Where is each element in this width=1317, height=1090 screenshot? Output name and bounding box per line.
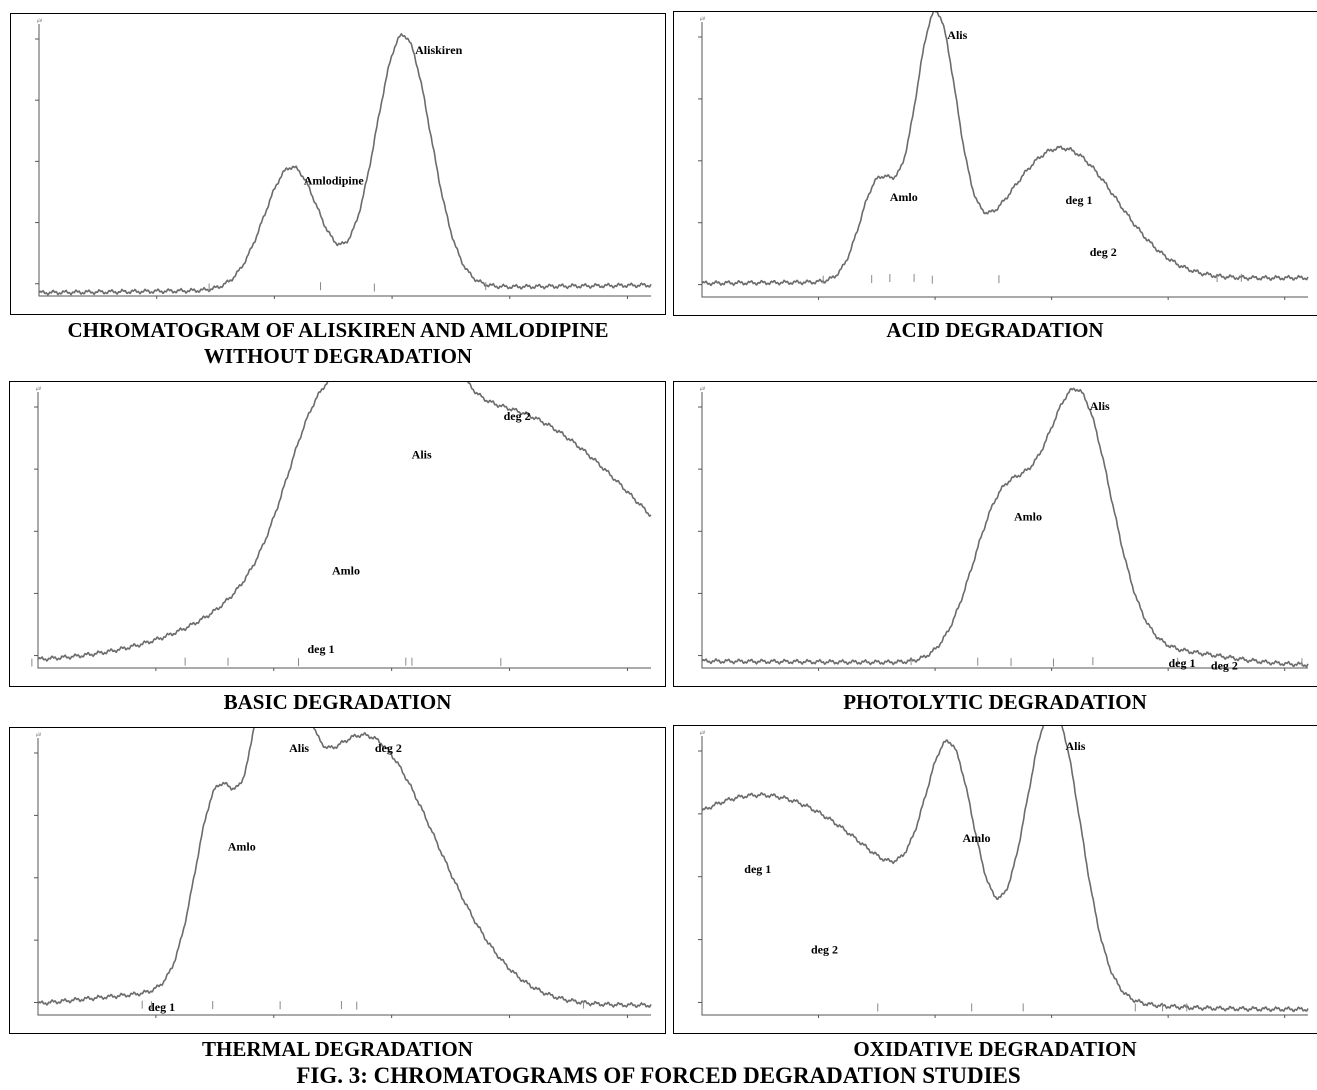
axis-lines (37, 392, 651, 669)
axis-lines (701, 736, 1308, 1016)
peak-label-deg-2: deg 2 (1090, 245, 1117, 259)
axis-lines (37, 738, 651, 1016)
chromatogram-oxidative-degradation: µV deg 1 deg 2 Amlo Alis (698, 726, 1309, 1018)
chromatogram-trace (701, 387, 1309, 668)
peak-label-deg-1: deg 1 (1169, 656, 1196, 670)
peak-label-deg-2: deg 2 (375, 741, 402, 755)
caption-line-1: BASIC DEGRADATION (223, 690, 452, 714)
y-axis-unit-label: µV (36, 732, 42, 737)
axis-lines (701, 22, 1308, 298)
y-axis-unit-label: µV (700, 730, 706, 735)
peak-label-deg-2: deg 2 (811, 943, 838, 957)
chromatogram-without-degradation: µV Amlodipine Aliskiren (35, 18, 652, 299)
chromatogram-trace (37, 728, 652, 1008)
peak-label-amlodipine: Amlodipine (304, 173, 365, 187)
y-axis-unit-label: µV (700, 16, 706, 21)
peak-label-amlo: Amlo (962, 831, 990, 845)
peak-label-deg-2: deg 2 (1211, 659, 1238, 673)
chromatogram-photolytic-degradation: µV Amlo Alis deg 1 deg 2 (698, 386, 1309, 673)
chromatogram-acid-degradation: µV Amlo Alis deg 1 deg 2 (698, 12, 1309, 300)
chromatogram-panel-acid: µV Amlo Alis deg 1 deg 2 (673, 11, 1317, 316)
caption-line-2: WITHOUT DEGRADATION (203, 344, 473, 368)
peak-label-deg-1: deg 1 (307, 642, 334, 656)
caption-acid: ACID DEGRADATION (673, 317, 1317, 343)
axis-lines (38, 24, 651, 297)
chromatogram-trace (701, 12, 1309, 287)
caption-thermal: THERMAL DEGRADATION (9, 1036, 666, 1062)
peak-label-alis: Alis (412, 447, 432, 461)
peak-label-amlo: Amlo (332, 563, 360, 577)
caption-photolytic: PHOTOLYTIC DEGRADATION (673, 689, 1317, 715)
peak-label-alis: Alis (1090, 399, 1110, 413)
chromatogram-thermal-degradation: µV deg 1 Amlo Alis deg 2 (34, 728, 652, 1018)
chromatogram-basic-degradation: µV deg 1 Amlo Alis deg 2 (31, 382, 652, 671)
chromatogram-panel-oxidative: µV deg 1 deg 2 Amlo Alis (673, 725, 1317, 1034)
caption-oxidative: OXIDATIVE DEGRADATION (673, 1036, 1317, 1062)
chromatogram-panel-thermal: µV deg 1 Amlo Alis deg 2 (9, 727, 666, 1034)
caption-line-1: CHROMATOGRAM OF ALISKIREN AND AMLODIPINE (67, 318, 609, 342)
peak-label-alis: Alis (289, 741, 309, 755)
chromatogram-trace (38, 32, 652, 296)
caption-line-1: OXIDATIVE DEGRADATION (853, 1037, 1137, 1061)
chromatogram-trace (701, 726, 1309, 1013)
axis-lines (701, 392, 1308, 669)
peak-label-deg-1: deg 1 (744, 862, 771, 876)
peak-label-aliskiren: Aliskiren (415, 43, 462, 57)
figure-caption: FIG. 3: CHROMATOGRAMS OF FORCED DEGRADAT… (296, 1063, 1021, 1088)
peak-label-alis: Alis (947, 28, 967, 42)
caption-without-degradation: CHROMATOGRAM OF ALISKIREN AND AMLODIPINE… (10, 317, 666, 369)
peak-label-amlo: Amlo (890, 190, 918, 204)
caption-line-1: THERMAL DEGRADATION (202, 1037, 473, 1061)
y-axis-unit-label: µV (36, 386, 42, 391)
caption-basic: BASIC DEGRADATION (9, 689, 666, 715)
y-axis-unit-label: µV (700, 386, 706, 391)
chromatogram-panel-without-degradation: µV Amlodipine Aliskiren (10, 13, 666, 315)
caption-line-1: ACID DEGRADATION (886, 318, 1104, 342)
caption-line-1: PHOTOLYTIC DEGRADATION (843, 690, 1147, 714)
chromatogram-panel-photolytic: µV Amlo Alis deg 1 deg 2 (673, 381, 1317, 687)
peak-label-amlo: Amlo (1014, 510, 1042, 524)
peak-label-amlo: Amlo (228, 839, 256, 853)
peak-label-deg-2: deg 2 (504, 409, 531, 423)
peak-label-alis: Alis (1065, 739, 1085, 753)
chromatogram-trace (37, 382, 652, 663)
peak-label-deg-1: deg 1 (148, 1000, 175, 1014)
chromatogram-panel-basic: µV deg 1 Amlo Alis deg 2 (9, 381, 666, 687)
peak-label-deg-1: deg 1 (1065, 193, 1092, 207)
y-axis-unit-label: µV (37, 18, 43, 23)
